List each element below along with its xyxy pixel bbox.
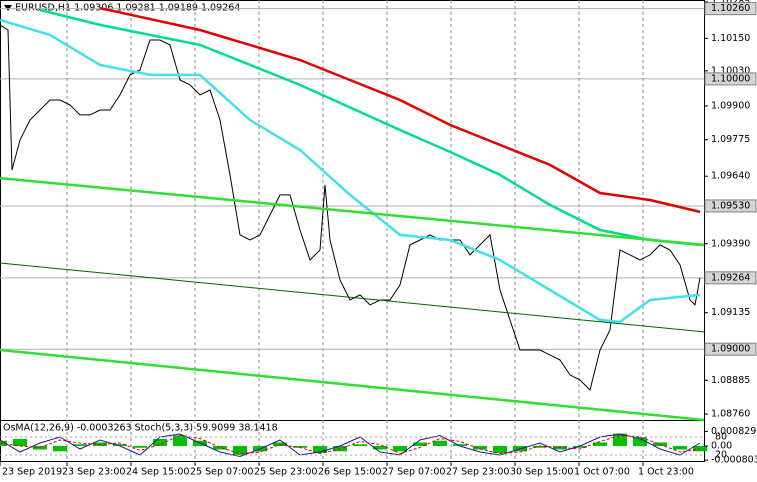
x-tick-label: 1 Oct 07:00 xyxy=(574,467,630,478)
x-tick-label: 24 Sep 15:00 xyxy=(126,467,189,478)
x-tick-label: 25 Sep 07:00 xyxy=(190,467,253,478)
osma-bar xyxy=(673,446,687,450)
osma-bar xyxy=(633,437,647,446)
y-tick-label: 1.10150 xyxy=(711,33,750,44)
osma-bar xyxy=(573,446,587,448)
price-level-box xyxy=(704,199,757,213)
collapse-icon xyxy=(4,5,12,11)
x-tick-label: 30 Sep 15:00 xyxy=(510,467,573,478)
osma-bar xyxy=(73,444,87,446)
osma-bar xyxy=(113,444,127,446)
price-line xyxy=(39,8,701,247)
price-line xyxy=(0,348,705,422)
price-level-label: 1.09000 xyxy=(711,344,750,355)
y-tick-label: 0.0008297 xyxy=(711,426,757,437)
x-tick-label: 26 Sep 15:00 xyxy=(318,467,381,478)
osma-bar xyxy=(493,446,507,454)
price-line xyxy=(0,176,705,247)
osma-bar xyxy=(373,446,387,450)
osma-bar xyxy=(233,446,247,455)
price-level-box xyxy=(704,342,757,356)
y-tick-label: 1.10030 xyxy=(711,65,750,76)
x-tick-label: 25 Sep 23:00 xyxy=(254,467,317,478)
price-level-box xyxy=(704,72,757,86)
osma-bar xyxy=(693,446,707,452)
osma-bar xyxy=(353,444,367,446)
osma-bar xyxy=(533,446,547,448)
y-tick-label: -0.000803 xyxy=(711,455,757,466)
stoch-line xyxy=(0,433,701,458)
x-tick-label: 1 Oct 23:00 xyxy=(638,467,694,478)
x-tick-label: 27 Sep 07:00 xyxy=(382,467,445,478)
osma-bar xyxy=(293,446,307,448)
stoch-line xyxy=(0,434,701,455)
y-tick-label: 1.08885 xyxy=(711,375,750,386)
osma-bar xyxy=(413,442,427,446)
price-line xyxy=(0,24,701,391)
osma-bar xyxy=(473,446,487,450)
y-tick-label: 1.09135 xyxy=(711,307,750,318)
x-tick-label: 27 Sep 23:00 xyxy=(446,467,509,478)
osma-bar xyxy=(0,440,7,446)
y-tick-label: 1.08760 xyxy=(711,409,750,420)
osma-bar xyxy=(153,438,167,446)
indicator-title: OsMA(12,26,9) -0.0003263 Stoch(5,3,3) 59… xyxy=(3,423,278,434)
price-level-box xyxy=(704,271,757,285)
osma-bar xyxy=(593,442,607,446)
osma-bar xyxy=(433,440,447,446)
x-tick-label: 23 Sep 2019 xyxy=(2,467,62,478)
y-tick-label: 1.09390 xyxy=(711,238,750,249)
price-line xyxy=(0,262,705,333)
osma-bar xyxy=(173,435,187,446)
price-level-box xyxy=(704,2,757,16)
y-tick-label: 20 xyxy=(715,450,727,461)
y-tick-label: 1.09640 xyxy=(711,171,750,182)
chart-title: EURUSD,H1 1.09306 1.09281 1.09189 1.0926… xyxy=(15,3,240,14)
osma-bar xyxy=(213,446,227,450)
osma-bar xyxy=(393,446,407,452)
y-tick-label: 1.09900 xyxy=(711,100,750,111)
price-level-label: 1.09530 xyxy=(711,200,750,211)
plot-frame xyxy=(0,0,705,462)
price-level-label: 1.09264 xyxy=(711,272,750,283)
osma-bar xyxy=(313,446,327,454)
osma-bar xyxy=(13,438,27,446)
x-tick-label: 23 Sep 23:00 xyxy=(62,467,125,478)
price-level-label: 1.10000 xyxy=(711,73,750,84)
osma-bar xyxy=(453,444,467,446)
y-tick-label: 0.00 xyxy=(711,441,732,452)
price-line xyxy=(99,6,701,214)
osma-bar xyxy=(53,446,67,452)
osma-bar xyxy=(133,446,147,448)
y-tick-label: 80 xyxy=(715,432,727,443)
y-tick-label: 1.09775 xyxy=(711,134,750,145)
price-level-label: 1.10260 xyxy=(711,3,750,14)
